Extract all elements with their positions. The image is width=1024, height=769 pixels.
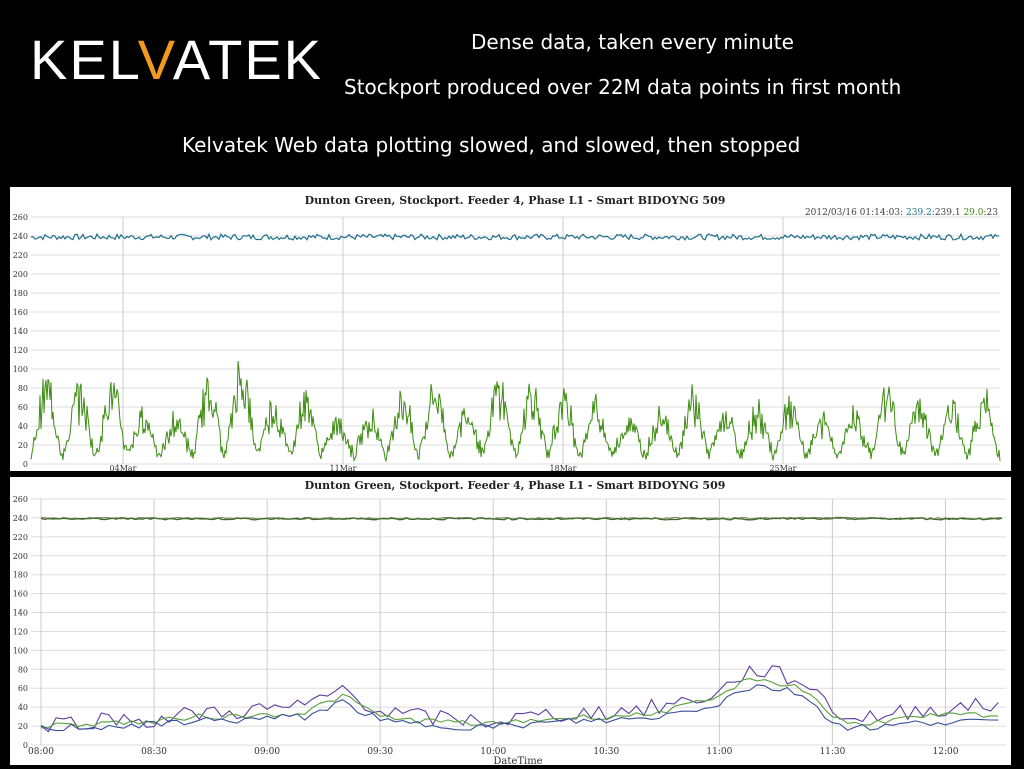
- y-tick-label: 220: [13, 251, 28, 260]
- y-tick-label: 120: [13, 627, 28, 636]
- morning-chart: Dunton Green, Stockport. Feeder 4, Phase…: [13, 479, 1006, 767]
- y-tick-label: 180: [13, 289, 28, 298]
- x-tick-label: 09:30: [367, 747, 393, 757]
- x-tick-label: 08:00: [28, 747, 54, 757]
- y-tick-label: 80: [18, 384, 28, 393]
- y-tick-label: 80: [18, 665, 28, 674]
- x-tick-label: 10:00: [480, 747, 506, 757]
- x-tick-label: 08:30: [141, 747, 167, 757]
- voltage-series-line: [40, 517, 1003, 521]
- kelvatek-logo: KELVATEK: [30, 28, 324, 91]
- x-tick-label: 12:00: [933, 747, 959, 757]
- headline-data-points: Stockport produced over 22M data points …: [344, 75, 902, 99]
- y-tick-label: 20: [18, 441, 28, 450]
- green-series-line: [40, 678, 999, 729]
- y-tick-label: 240: [13, 514, 28, 523]
- y-tick-label: 140: [13, 327, 28, 336]
- y-tick-label: 260: [13, 495, 28, 504]
- month-chart-readout: 2012/03/16 01:14:03: 239.2:239.1 29.0:23: [805, 208, 998, 218]
- y-tick-label: 180: [13, 571, 28, 580]
- y-tick-label: 120: [13, 346, 28, 355]
- x-tick-label: 25Mar: [770, 464, 797, 471]
- x-tick-label: 04Mar: [110, 464, 137, 471]
- x-tick-label: 11:30: [819, 747, 845, 757]
- x-tick-label: 18Mar: [550, 464, 577, 471]
- current-series-line: [30, 360, 1001, 463]
- y-tick-label: 40: [18, 703, 28, 712]
- y-tick-label: 200: [13, 552, 28, 561]
- x-tick-label: 11Mar: [330, 464, 357, 471]
- morning-chart-panel: Dunton Green, Stockport. Feeder 4, Phase…: [10, 477, 1011, 767]
- y-tick-label: 140: [13, 609, 28, 618]
- y-tick-label: 60: [18, 684, 28, 693]
- y-tick-label: 0: [23, 741, 28, 750]
- x-tick-label: 10:30: [593, 747, 619, 757]
- headline-dense-data: Dense data, taken every minute: [471, 30, 794, 54]
- y-tick-label: 100: [13, 365, 28, 374]
- morning-chart-xlabel: DateTime: [493, 756, 542, 765]
- y-tick-label: 160: [13, 308, 28, 317]
- voltage-series-line: [30, 232, 1000, 241]
- x-tick-label: 09:00: [254, 747, 280, 757]
- y-tick-label: 160: [13, 590, 28, 599]
- y-tick-label: 240: [13, 232, 28, 241]
- y-tick-label: 100: [13, 646, 28, 655]
- blue-series-line: [40, 684, 999, 732]
- headline-plotting-slowed: Kelvatek Web data plotting slowed, and s…: [182, 133, 801, 157]
- x-tick-label: 11:00: [706, 747, 732, 757]
- month-chart: Dunton Green, Stockport. Feeder 4, Phase…: [13, 194, 1001, 473]
- morning-chart-title: Dunton Green, Stockport. Feeder 4, Phase…: [305, 479, 726, 492]
- y-tick-label: 220: [13, 533, 28, 542]
- purple-series-line: [40, 665, 999, 733]
- y-tick-label: 200: [13, 270, 28, 279]
- y-tick-label: 60: [18, 403, 28, 412]
- month-chart-panel: Dunton Green, Stockport. Feeder 4, Phase…: [10, 187, 1011, 473]
- y-tick-label: 260: [13, 213, 28, 222]
- month-chart-title: Dunton Green, Stockport. Feeder 4, Phase…: [305, 194, 726, 207]
- y-tick-label: 0: [23, 460, 28, 469]
- y-tick-label: 20: [18, 722, 28, 731]
- y-tick-label: 40: [18, 422, 28, 431]
